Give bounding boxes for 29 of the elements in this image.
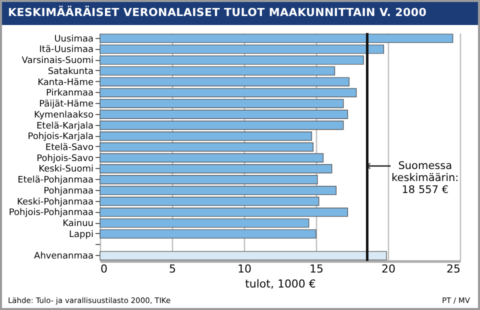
y-tick-label: Kymenlaakso xyxy=(34,110,94,120)
y-tick-label: Uusimaa xyxy=(54,34,94,44)
y-tick-label: Päijät-Häme xyxy=(39,100,94,110)
x-tick-label: 0 xyxy=(100,262,108,276)
y-tick-label: Kainuu xyxy=(62,219,94,230)
y-tick-label: Itä-Uusimaa xyxy=(39,45,94,56)
y-tick-label: Keski-Pohjanmaa xyxy=(17,197,94,208)
x-tick-label: 20 xyxy=(382,262,396,276)
y-tick-label: Etelä-Pohjanmaa xyxy=(18,176,94,186)
y-tick-label: Kanta-Häme xyxy=(38,78,94,88)
y-tick-label: Pohjanmaa xyxy=(44,186,94,196)
y-tick-label: Keski-Suomi xyxy=(38,164,94,175)
x-tick-label: 15 xyxy=(310,262,324,276)
ref-line-label: Suomessa keskimäärin: 18 557 € xyxy=(392,160,459,196)
y-tick-label: Satakunta xyxy=(48,66,94,77)
x-tick-label: 25 xyxy=(446,262,460,276)
y-tick-label: Pirkanmaa xyxy=(46,88,94,99)
y-tick-label: Pohjois-Pohjanmaa xyxy=(8,208,94,218)
y-tick-label: Etelä-Karjala xyxy=(36,121,94,132)
x-tick-label: 10 xyxy=(238,262,252,276)
y-tick-label: Pohjois-Karjala xyxy=(28,132,94,142)
x-tick-label: 5 xyxy=(169,262,176,276)
y-tick-label: Ahvenanmaa xyxy=(34,252,94,262)
y-tick-label: Etelä-Savo xyxy=(45,143,94,153)
y-tick-label: Varsinais-Suomi xyxy=(22,56,94,66)
y-tick-label: Pohjois-Savo xyxy=(36,154,94,164)
y-tick-label: Lappi xyxy=(69,230,94,240)
chart-title: KESKIMÄÄRÄISET VERONALAISET TULOT MAAKUNNITTAIN V. 2000 xyxy=(2,2,478,25)
x-axis-title: tulot, 1000 € xyxy=(245,278,316,290)
